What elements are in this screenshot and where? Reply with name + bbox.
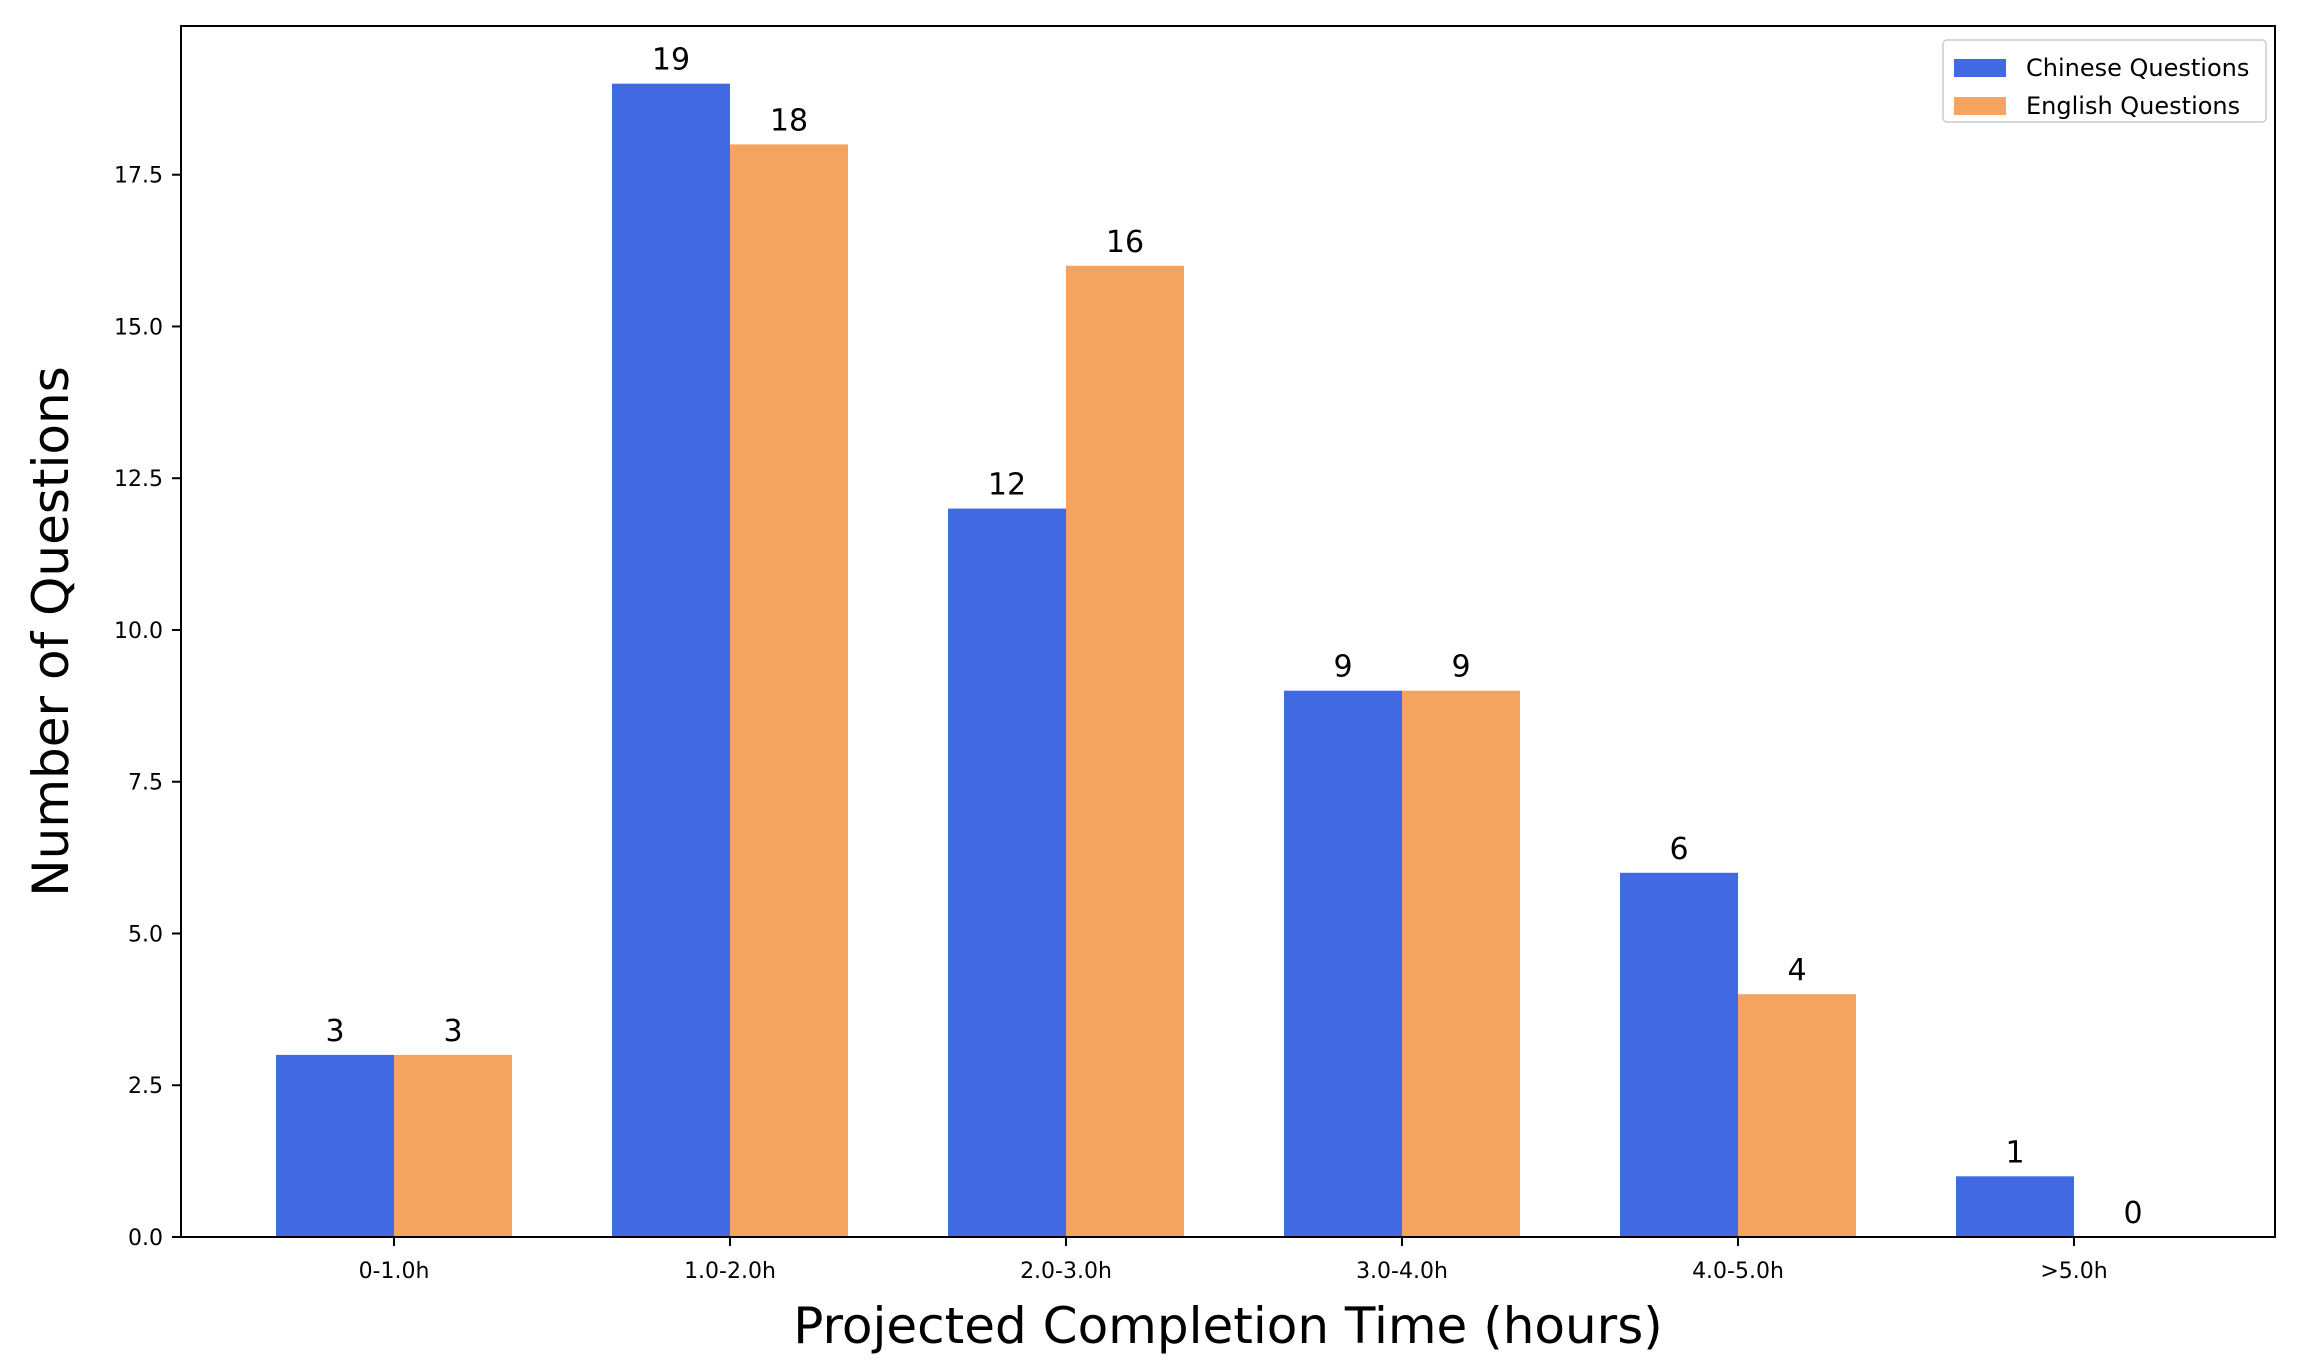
x-tick-label-0: 0-1.0h: [359, 1259, 430, 1284]
bar-chinese-4: [1620, 872, 1738, 1237]
bar-chinese-5: [1956, 1176, 2074, 1237]
bar-chinese-1: [612, 83, 730, 1238]
bar-english-2: [1066, 265, 1184, 1237]
legend-swatch-chinese: [1954, 59, 2006, 77]
data-label-english-5: 0: [2123, 1196, 2142, 1231]
y-tick-label-2: 5.0: [128, 922, 163, 947]
data-label-chinese-5: 1: [2005, 1135, 2024, 1170]
y-tick-label-0: 0.0: [128, 1226, 163, 1251]
data-label-english-1: 18: [770, 103, 808, 138]
x-tick-label-3: 3.0-4.0h: [1356, 1259, 1448, 1284]
x-tick-label-5: >5.0h: [2040, 1259, 2107, 1284]
bar-chinese-0: [276, 1054, 394, 1237]
x-tick-label-1: 1.0-2.0h: [684, 1259, 776, 1284]
bar-chinese-3: [1284, 690, 1402, 1237]
legend-label-english: English Questions: [2026, 92, 2240, 120]
data-label-chinese-3: 9: [1333, 650, 1352, 685]
y-tick-label-7: 17.5: [114, 164, 163, 189]
bar-english-0: [394, 1054, 512, 1237]
y-axis-title: Number of Questions: [22, 366, 80, 897]
data-label-chinese-2: 12: [988, 468, 1026, 503]
legend-box: [1942, 39, 2267, 123]
data-label-chinese-1: 19: [652, 43, 690, 78]
x-tick-label-2: 2.0-3.0h: [1020, 1259, 1112, 1284]
y-tick-label-5: 12.5: [114, 467, 163, 492]
bar-english-4: [1738, 994, 1856, 1237]
data-label-chinese-4: 6: [1669, 832, 1688, 867]
bar-english-3: [1402, 690, 1520, 1237]
data-label-english-4: 4: [1787, 953, 1806, 988]
x-tick-label-4: 4.0-5.0h: [1692, 1259, 1784, 1284]
y-tick-label-6: 15.0: [114, 315, 163, 340]
data-label-english-2: 16: [1106, 225, 1144, 260]
legend: Chinese Questions English Questions: [1942, 39, 2267, 123]
plot-frame: [180, 25, 2276, 1238]
data-labels-group: 3 3 19 18 12 16 9 9 6 4 1 0: [325, 43, 2142, 1231]
data-label-chinese-0: 3: [325, 1014, 344, 1049]
legend-swatch-english: [1954, 97, 2006, 115]
y-tick-label-1: 2.5: [128, 1074, 163, 1099]
bars-group: [276, 83, 2074, 1238]
x-axis: 0-1.0h 1.0-2.0h 2.0-3.0h 3.0-4.0h 4.0-5.0h >5…: [359, 1237, 2108, 1284]
y-axis: 0.0 2.5 5.0 7.5 10.0 12.5 15.0 17.5: [114, 164, 181, 1251]
bar-english-1: [730, 144, 848, 1238]
bar-chinese-2: [948, 508, 1066, 1237]
data-label-english-3: 9: [1451, 650, 1470, 685]
y-tick-label-4: 10.0: [114, 619, 163, 644]
x-axis-title: Projected Completion Time (hours): [793, 1297, 1663, 1355]
legend-label-chinese: Chinese Questions: [2026, 54, 2249, 82]
data-label-english-0: 3: [443, 1014, 462, 1049]
y-tick-label-3: 7.5: [128, 771, 163, 796]
